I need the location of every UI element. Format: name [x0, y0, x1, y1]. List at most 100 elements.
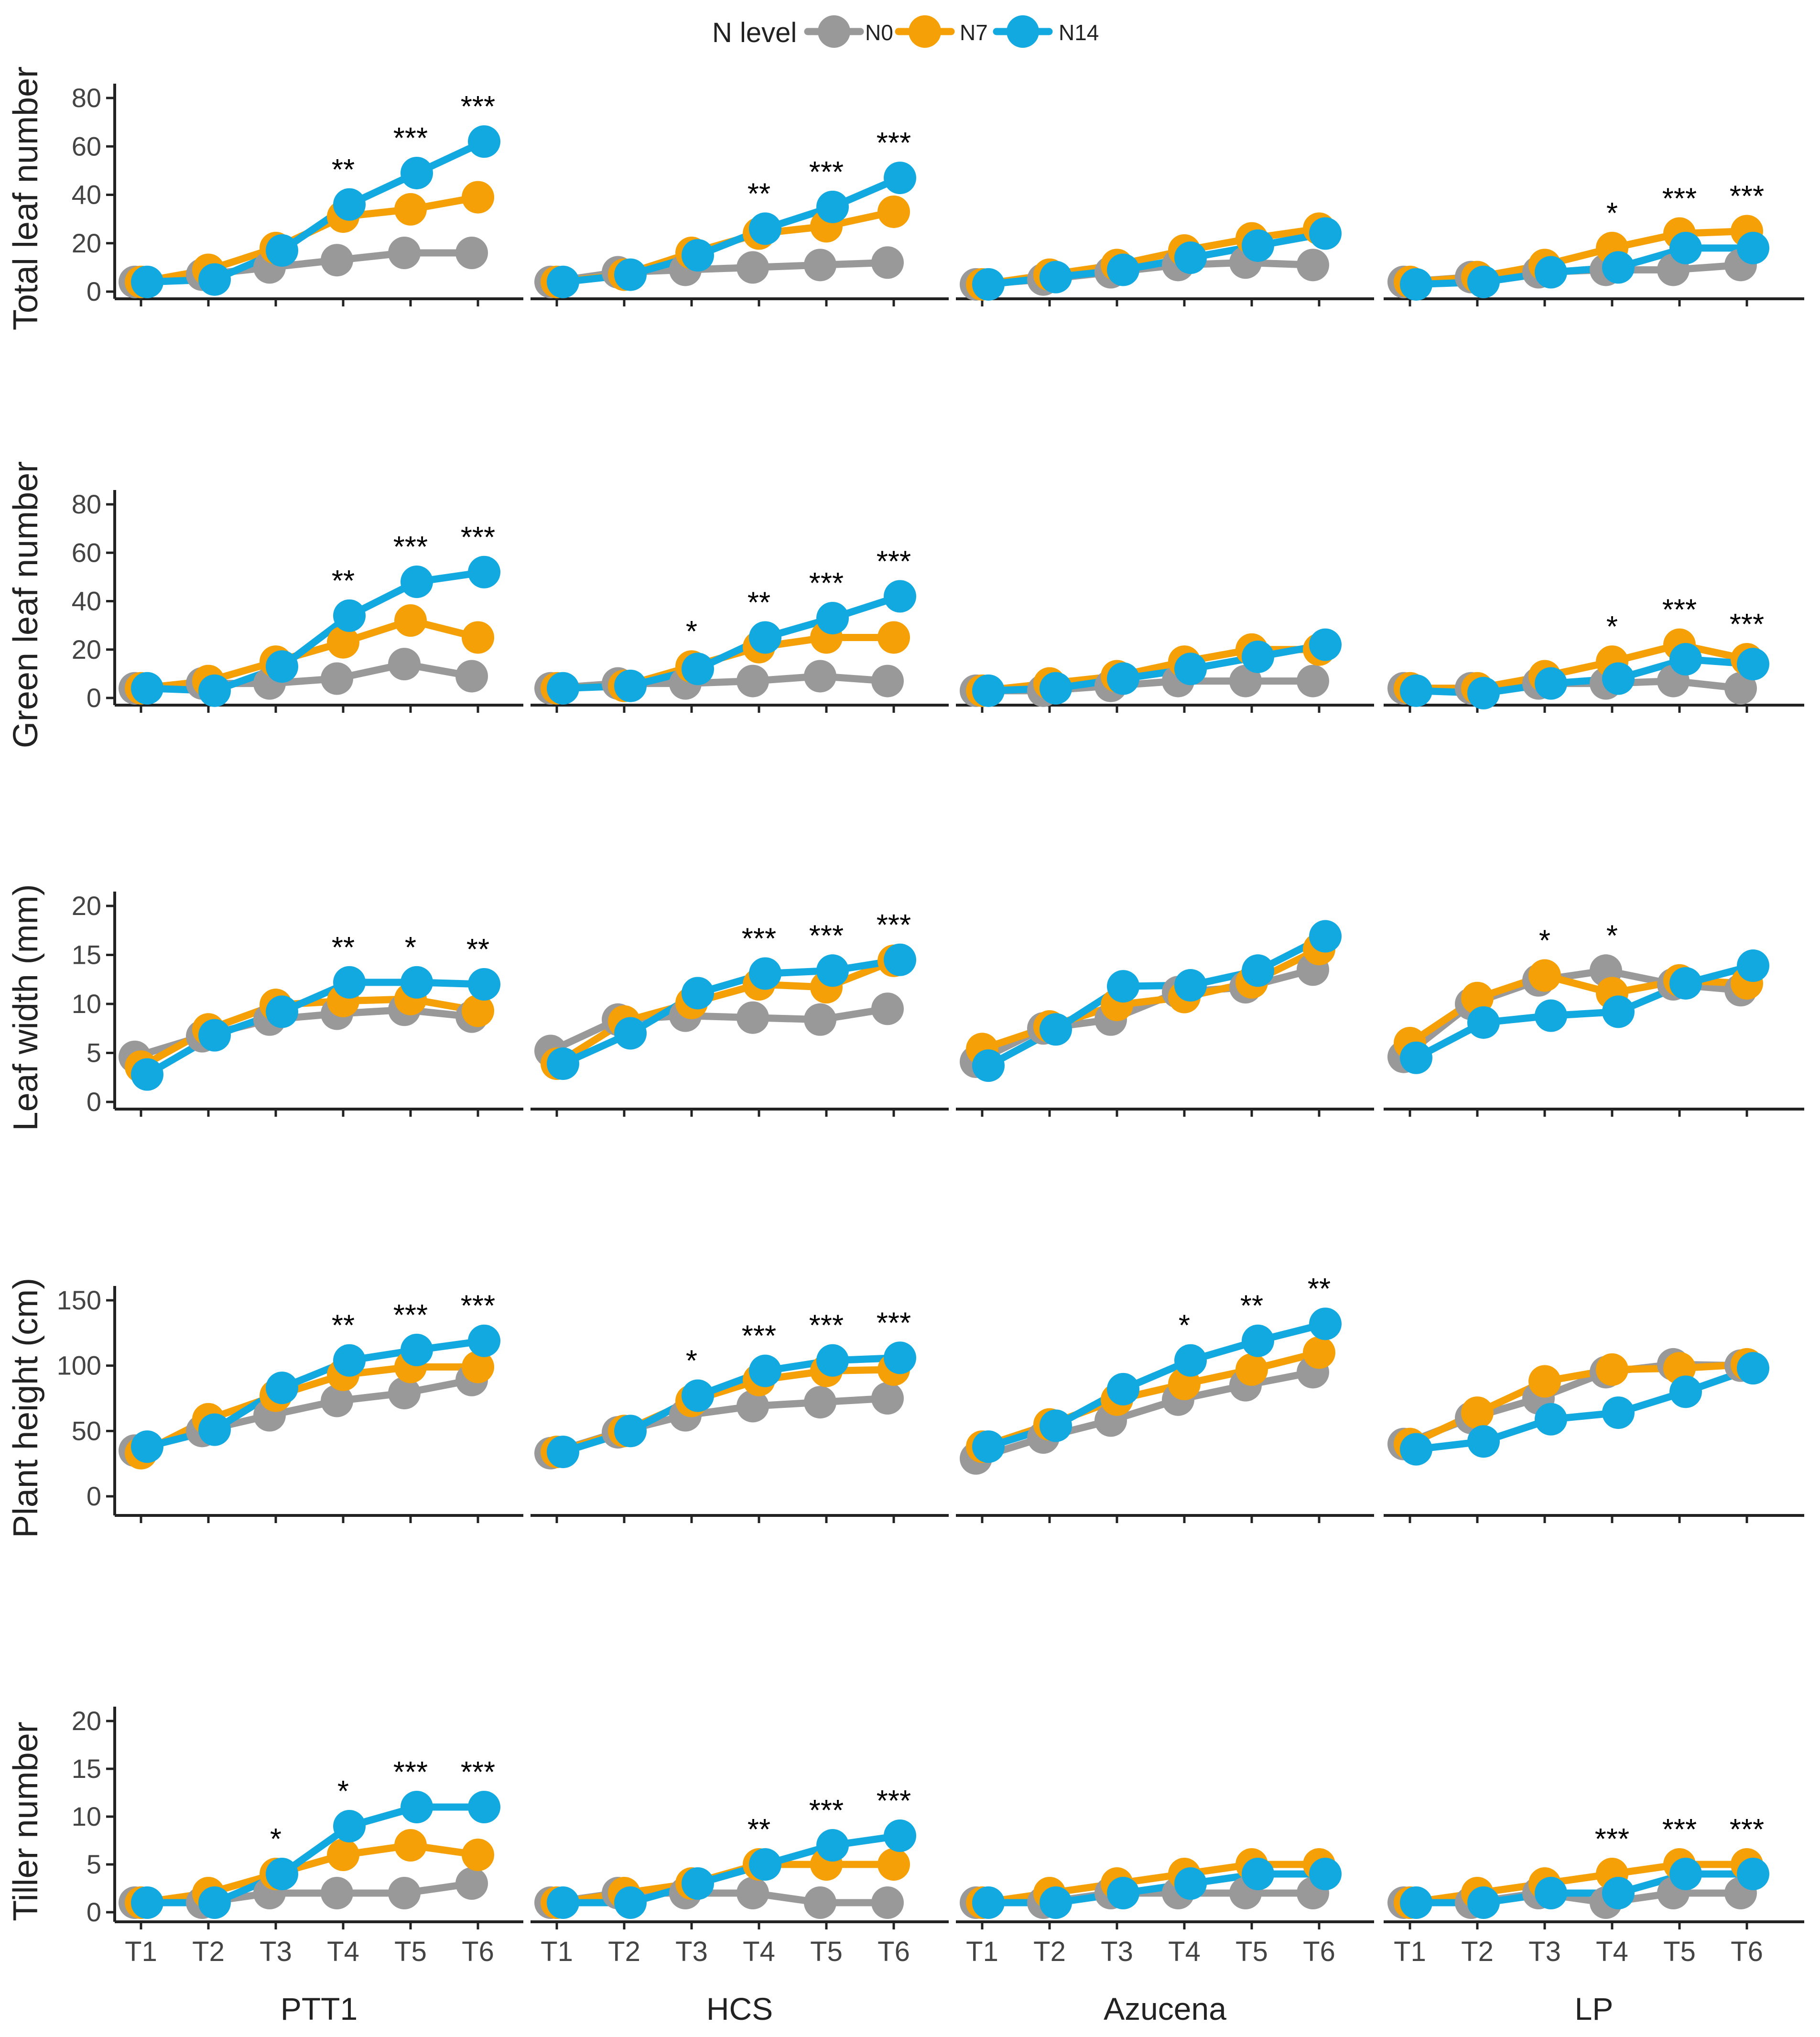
y-tick-label: 60	[72, 131, 101, 161]
data-point-n14	[749, 957, 781, 990]
data-point-n0	[737, 251, 769, 284]
data-point-n14	[1737, 231, 1769, 264]
data-point-n14	[1400, 1041, 1432, 1074]
data-point-n14	[1174, 653, 1207, 686]
significance-label: *	[405, 931, 416, 964]
data-point-n14	[816, 1829, 849, 1862]
data-point-n14	[266, 995, 298, 1028]
panel-hcs-row1: ********	[531, 127, 949, 306]
significance-label: ***	[877, 909, 911, 942]
y-tick-label: 80	[72, 489, 101, 519]
data-point-n14	[401, 156, 433, 189]
data-point-n14	[682, 653, 714, 686]
data-point-n14	[131, 1886, 163, 1919]
significance-label: *	[1606, 610, 1618, 643]
data-point-n14	[401, 1791, 433, 1823]
data-point-n14	[1040, 1886, 1072, 1919]
data-point-n14	[614, 1017, 647, 1050]
significance-label: ***	[461, 1756, 495, 1789]
data-point-n7	[1461, 981, 1494, 1014]
y-tick-label: 0	[87, 1481, 101, 1511]
data-point-n14	[1669, 1375, 1702, 1408]
y-tick-label: 20	[72, 228, 101, 258]
data-point-n14	[1174, 1867, 1207, 1900]
significance-label: ***	[1595, 1823, 1629, 1856]
y-axis-labels: Total leaf number Green leaf number Leaf w…	[7, 66, 45, 1921]
genotype-label: HCS	[706, 1991, 773, 2026]
data-point-n0	[871, 1382, 904, 1415]
data-point-n14	[972, 1430, 1005, 1463]
data-point-n14	[1242, 640, 1274, 673]
data-point-n14	[1737, 648, 1769, 681]
panel-azucena-row2	[956, 628, 1374, 713]
legend-label: N14	[1059, 20, 1099, 45]
significance-label: **	[332, 1309, 355, 1342]
significance-label: ***	[393, 531, 428, 564]
data-point-n14	[614, 669, 647, 702]
data-point-n0	[321, 1384, 353, 1417]
significance-label: *	[1606, 197, 1618, 230]
data-point-n14	[333, 1344, 366, 1377]
data-point-n14	[1602, 251, 1635, 284]
significance-label: ***	[461, 521, 495, 554]
data-point-n14	[1107, 1373, 1139, 1405]
significance-label: **	[748, 586, 770, 619]
data-point-n14	[1309, 217, 1342, 250]
significance-label: ***	[393, 122, 428, 155]
data-point-n14	[749, 621, 781, 654]
data-point-n14	[1309, 628, 1342, 661]
data-point-n14	[468, 1791, 500, 1823]
panel-hcs-row4: **** *** ***	[531, 1307, 949, 1523]
data-point-n14	[266, 234, 298, 267]
y-tick-label: 10	[72, 989, 101, 1019]
data-point-n0	[804, 249, 836, 282]
y-axis-label: Green leaf number	[7, 461, 45, 748]
data-point-n14	[547, 1047, 579, 1080]
legend-swatch-dot	[1007, 15, 1039, 48]
x-tick-label: T6	[1731, 1936, 1763, 1967]
data-point-n14	[682, 1867, 714, 1900]
significance-label: ***	[742, 922, 776, 955]
data-point-n14	[1535, 667, 1567, 700]
significance-label: ***	[877, 1785, 911, 1818]
x-tick-label: T2	[608, 1936, 640, 1967]
data-point-n14	[1737, 1352, 1769, 1385]
significance-label: ***	[809, 1794, 844, 1827]
data-point-n0	[388, 648, 421, 681]
panel-hcs-row2: *********	[531, 545, 949, 713]
y-axis-label: Total leaf number	[7, 66, 45, 330]
x-tick-label: T2	[1033, 1936, 1066, 1967]
data-point-n14	[131, 672, 163, 705]
data-point-n14	[401, 966, 433, 999]
data-point-n7	[1596, 1353, 1628, 1386]
series-line-n7	[1408, 1361, 1747, 1448]
data-point-n14	[682, 1379, 714, 1412]
genotype-label: PTT1	[281, 1991, 358, 2026]
data-point-n0	[1297, 664, 1329, 697]
significance-label: *	[1179, 1309, 1190, 1342]
significance-label: ***	[809, 156, 844, 189]
data-point-n0	[388, 237, 421, 269]
y-tick-label: 0	[87, 1087, 101, 1117]
data-point-n14	[1737, 1858, 1769, 1890]
data-point-n0	[321, 244, 353, 277]
x-tick-label: T1	[1394, 1936, 1426, 1967]
data-point-n7	[1528, 1365, 1561, 1398]
panel-lp-row5: T1 T2 T3 T4 T5 T6 *** *** ***	[1384, 1813, 1804, 1967]
significance-label: **	[748, 1813, 770, 1846]
data-point-n14	[401, 566, 433, 598]
significance-label: ***	[877, 545, 911, 578]
data-point-n0	[871, 1886, 904, 1919]
data-point-n14	[1242, 954, 1274, 987]
data-point-n14	[1535, 1877, 1567, 1909]
data-point-n14	[1400, 268, 1432, 301]
data-point-n14	[131, 1058, 163, 1091]
data-point-n14	[816, 601, 849, 634]
data-point-n14	[1467, 265, 1500, 298]
data-point-n7	[462, 994, 494, 1027]
significance-label: ***	[393, 1299, 428, 1332]
data-point-n0	[804, 660, 836, 693]
